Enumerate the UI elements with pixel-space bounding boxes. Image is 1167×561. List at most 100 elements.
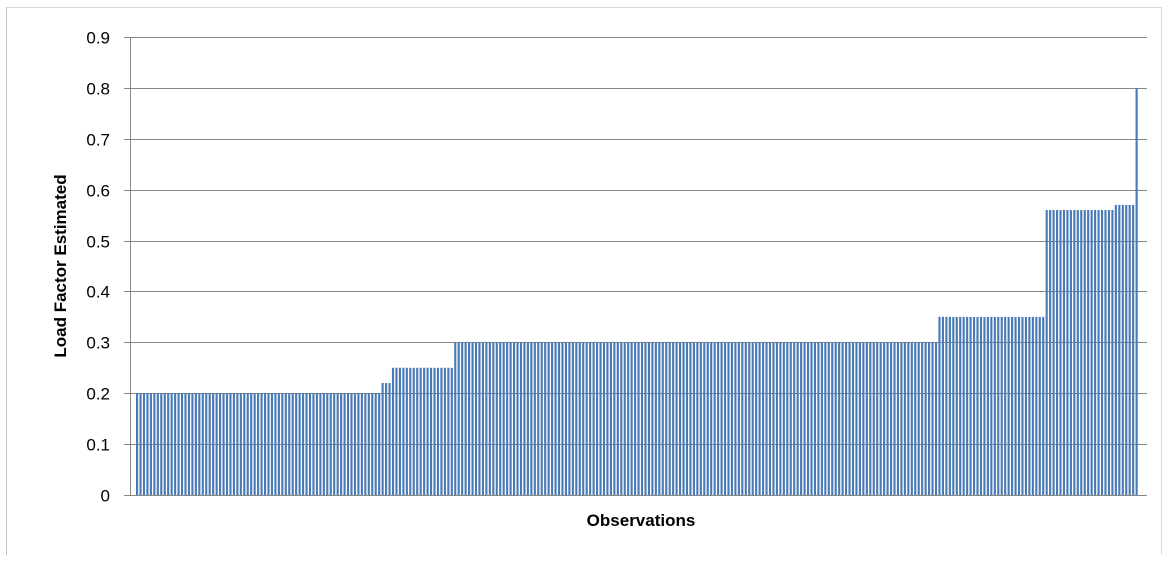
bar	[1097, 210, 1100, 495]
bar	[620, 342, 623, 495]
bar	[405, 367, 408, 495]
bar	[654, 342, 657, 495]
bar	[1128, 204, 1131, 495]
bar	[955, 316, 958, 495]
bar	[983, 316, 986, 495]
bar	[758, 342, 761, 495]
bar	[627, 342, 630, 495]
bar	[423, 367, 426, 495]
bar	[495, 342, 498, 495]
bar	[1125, 204, 1128, 495]
bar	[668, 342, 671, 495]
y-tick-label: 0.9	[86, 29, 110, 48]
bar	[1087, 210, 1090, 495]
y-tick-label: 0.7	[86, 131, 110, 150]
bar	[277, 393, 280, 495]
bar	[661, 342, 664, 495]
bar	[253, 393, 256, 495]
bars	[136, 87, 1138, 495]
bar	[426, 367, 429, 495]
bar	[187, 393, 191, 495]
bar	[893, 342, 896, 495]
bar	[198, 393, 201, 495]
bar	[436, 367, 440, 495]
bar	[557, 342, 561, 495]
bar	[699, 342, 702, 495]
bar	[440, 367, 443, 495]
bar	[1017, 316, 1021, 495]
y-tick-label: 0.5	[86, 233, 110, 252]
bar	[941, 316, 944, 495]
bar	[298, 393, 301, 495]
bar	[782, 342, 785, 495]
bar	[692, 342, 695, 495]
bar	[499, 342, 502, 495]
bar	[934, 342, 938, 495]
bar	[848, 342, 851, 495]
bar	[838, 342, 841, 495]
bar	[391, 367, 395, 495]
bar	[236, 393, 239, 495]
bar	[167, 393, 170, 495]
bar	[156, 393, 159, 495]
x-axis-title: Observations	[587, 511, 696, 530]
bar	[962, 316, 965, 495]
bar	[329, 393, 332, 495]
bar	[544, 342, 547, 495]
bar	[146, 393, 149, 495]
bar	[260, 393, 263, 495]
bar	[350, 393, 353, 495]
bar	[813, 342, 817, 495]
bar	[824, 342, 827, 495]
bar	[305, 393, 308, 495]
bar	[450, 367, 453, 495]
bar	[883, 342, 886, 495]
bar	[616, 342, 619, 495]
bar	[651, 342, 654, 495]
bar	[623, 342, 626, 495]
bar	[775, 342, 778, 495]
bar	[554, 342, 557, 495]
bar	[443, 367, 446, 495]
bar	[862, 342, 865, 495]
bar	[685, 342, 689, 495]
bar	[1121, 204, 1124, 495]
bar	[1083, 210, 1086, 495]
bar	[713, 342, 716, 495]
bar	[827, 342, 830, 495]
bar	[741, 342, 744, 495]
bar	[596, 342, 599, 495]
bar	[1135, 87, 1138, 495]
bar	[1035, 316, 1038, 495]
bar	[734, 342, 737, 495]
bar	[997, 316, 1000, 495]
bar	[602, 342, 606, 495]
bar	[613, 342, 616, 495]
bar	[1062, 210, 1066, 495]
bar	[858, 342, 861, 495]
bar	[374, 393, 377, 495]
bar	[454, 342, 457, 495]
bar	[225, 393, 229, 495]
bar	[952, 316, 955, 495]
bar	[972, 316, 976, 495]
bar	[205, 393, 208, 495]
y-tick-label: 0.8	[86, 80, 110, 99]
bar	[219, 393, 222, 495]
bar	[457, 342, 460, 495]
bar	[371, 393, 374, 495]
bar	[212, 393, 215, 495]
bar	[1028, 316, 1031, 495]
chart-frame	[6, 7, 1162, 555]
bar	[160, 393, 163, 495]
bar	[1049, 210, 1052, 495]
bar	[606, 342, 609, 495]
bar	[243, 393, 246, 495]
bar	[1107, 210, 1111, 495]
bar	[945, 316, 948, 495]
bar	[1090, 210, 1093, 495]
bar	[232, 393, 235, 495]
bar	[263, 393, 267, 495]
bar	[948, 316, 951, 495]
bar	[270, 393, 274, 495]
